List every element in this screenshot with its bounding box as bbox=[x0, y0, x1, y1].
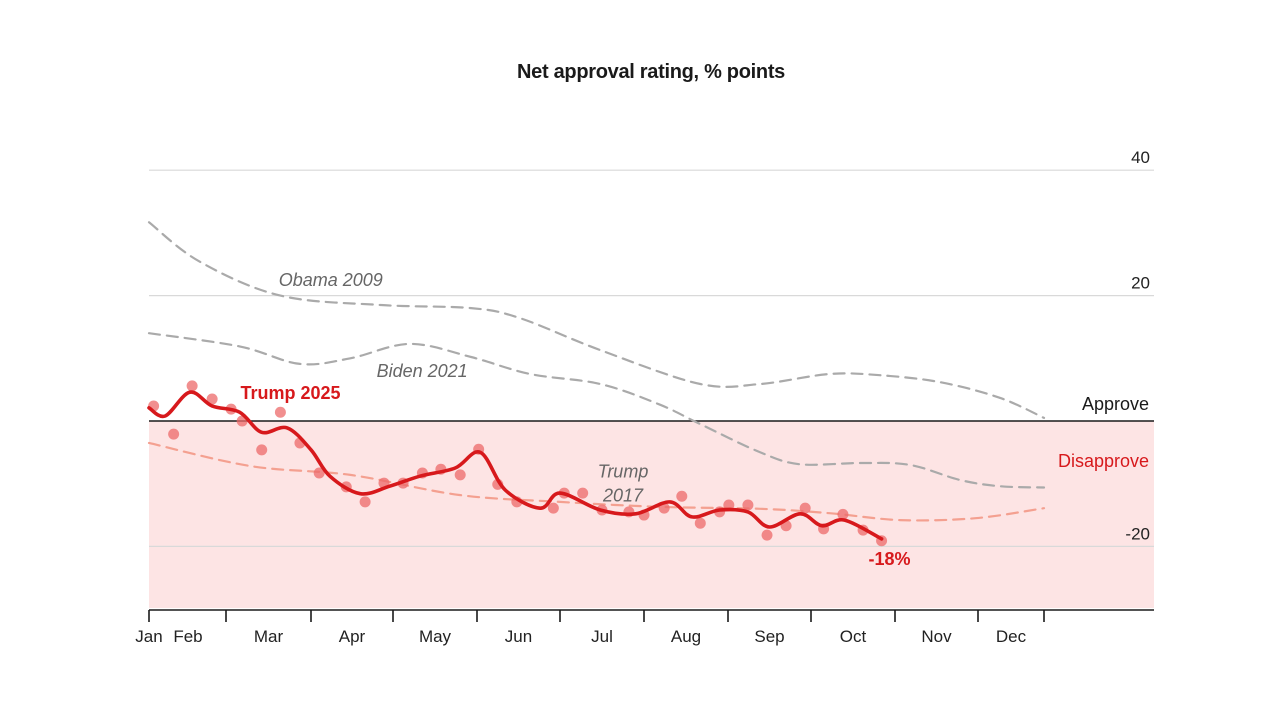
series-label-line: Obama 2009 bbox=[279, 270, 383, 290]
x-tick-label-jul: Jul bbox=[591, 627, 613, 646]
line-trump-2017 bbox=[147, 441, 1046, 522]
series-biden-2021: Biden 2021 bbox=[147, 332, 1046, 489]
series-label-trump-2025: Trump 2025 bbox=[240, 383, 340, 403]
x-tick-label-may: May bbox=[419, 627, 452, 646]
disapprove-label: Disapprove bbox=[1058, 451, 1149, 471]
poll-dot-trump-2025 bbox=[742, 499, 754, 511]
approve-label: Approve bbox=[1082, 394, 1149, 414]
y-axis-labels: 40 20 -20 bbox=[1125, 148, 1150, 543]
poll-dot-trump-2025 bbox=[359, 496, 371, 508]
y-tick-label: 20 bbox=[1131, 274, 1150, 293]
chart-title: Net approval rating, % points bbox=[517, 61, 785, 83]
line-biden-2021 bbox=[147, 332, 1046, 489]
x-tick-label-mar: Mar bbox=[254, 627, 284, 646]
x-tick-label-oct: Oct bbox=[840, 627, 867, 646]
x-tick-label-feb: Feb bbox=[173, 627, 202, 646]
poll-dot-trump-2025 bbox=[186, 380, 198, 392]
poll-dot-trump-2025 bbox=[837, 508, 849, 520]
poll-dot-trump-2025 bbox=[577, 487, 589, 499]
poll-dot-trump-2025 bbox=[761, 529, 773, 541]
x-tick-label-apr: Apr bbox=[339, 627, 366, 646]
poll-dot-trump-2025 bbox=[256, 444, 268, 456]
series-obama-2009: Obama 2009 bbox=[147, 221, 1046, 419]
series-label-line: Biden 2021 bbox=[377, 361, 468, 381]
poll-dot-trump-2025 bbox=[168, 428, 180, 440]
x-tick-label-aug: Aug bbox=[671, 627, 701, 646]
series-label-biden-2021: Biden 2021 bbox=[377, 361, 468, 381]
poll-dot-trump-2025 bbox=[694, 517, 706, 529]
disapprove-region bbox=[149, 421, 1154, 608]
series-label-line: 2017 bbox=[602, 485, 644, 505]
series-trump-2017: Trump 2017 bbox=[147, 441, 1046, 522]
series-label-line: Trump 2025 bbox=[240, 383, 340, 403]
poll-dot-trump-2025 bbox=[274, 406, 286, 418]
line-trump-2025 bbox=[147, 390, 884, 541]
series-label-obama-2009: Obama 2009 bbox=[279, 270, 383, 290]
x-tick-label-dec: Dec bbox=[996, 627, 1027, 646]
series-trump-2025: Trump 2025 -18% bbox=[147, 380, 911, 569]
x-tick-label-nov: Nov bbox=[921, 627, 952, 646]
poll-dot-trump-2025 bbox=[799, 502, 811, 514]
series-layer: Obama 2009 Biden 2021 Trump 2017 Trump 2025 -… bbox=[147, 221, 1046, 569]
x-axis: Jan Feb Mar Apr May Jun Jul Aug Sep Oct Nov Dec bbox=[135, 609, 1154, 646]
poll-dot-trump-2025 bbox=[676, 490, 688, 502]
poll-dot-trump-2025 bbox=[547, 502, 559, 514]
gridlines bbox=[149, 169, 1154, 548]
series-label-line: Trump bbox=[598, 461, 649, 481]
poll-dot-trump-2025 bbox=[313, 467, 325, 479]
y-tick-label: -20 bbox=[1125, 524, 1150, 543]
x-tick-label-jun: Jun bbox=[505, 627, 532, 646]
poll-dot-trump-2025 bbox=[206, 393, 218, 405]
x-tick-label-sep: Sep bbox=[754, 627, 784, 646]
line-obama-2009 bbox=[147, 221, 1046, 419]
end-value-label: -18% bbox=[869, 549, 911, 569]
y-tick-label: 40 bbox=[1131, 148, 1150, 167]
series-label-trump-2017: Trump 2017 bbox=[598, 461, 649, 505]
x-tick-label-jan: Jan bbox=[135, 627, 162, 646]
poll-dot-trump-2025 bbox=[454, 469, 466, 481]
